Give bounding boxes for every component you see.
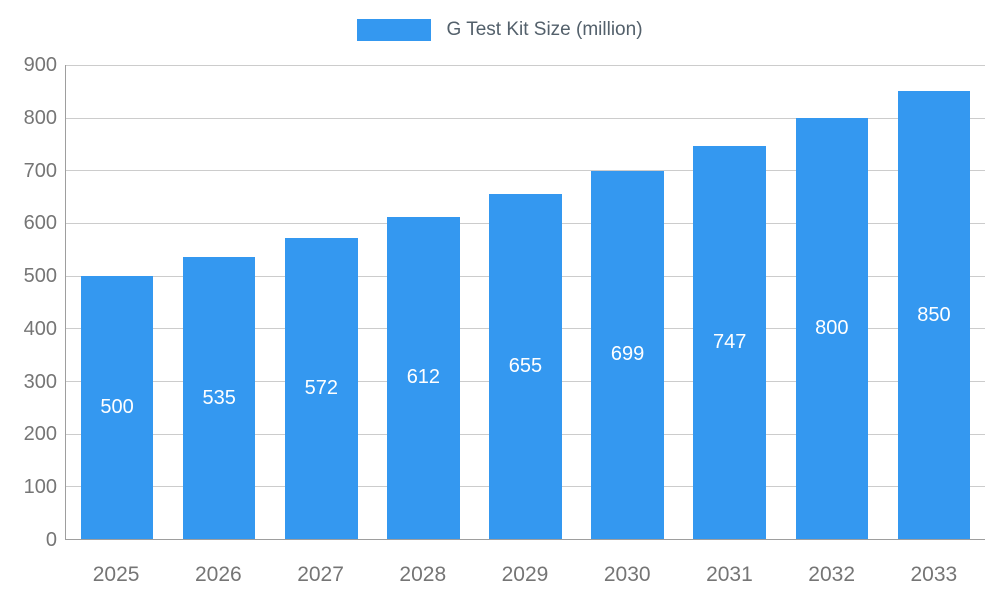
x-axis-tick-label: 2033 bbox=[910, 563, 958, 586]
x-axis-tick-label: 2028 bbox=[399, 563, 447, 586]
bar-value-label: 535 bbox=[202, 386, 236, 409]
x-axis-tick-label: 2027 bbox=[297, 563, 344, 586]
bar-2025[interactable]: 500 bbox=[80, 275, 154, 539]
bar-2031[interactable]: 747 bbox=[693, 145, 766, 539]
x-axis-tick-label: 2029 bbox=[501, 563, 549, 586]
bar-column: 572 bbox=[270, 65, 372, 539]
bar-column: 747 bbox=[679, 65, 781, 539]
y-axis-tick-label: 500 bbox=[23, 265, 57, 288]
x-axis-tick-label: 2025 bbox=[92, 563, 140, 586]
y-axis-tick-label: 600 bbox=[23, 212, 57, 235]
bar-column: 800 bbox=[781, 65, 883, 539]
bar-column: 612 bbox=[372, 65, 474, 539]
y-axis-tick-label: 300 bbox=[23, 370, 57, 393]
gridline bbox=[66, 117, 985, 119]
y-axis-tick-label: 900 bbox=[23, 54, 57, 76]
x-axis: 2025 2026 2027 2028 2029 2030 2031 2032 2033 bbox=[65, 562, 985, 588]
y-axis-tick-label: 100 bbox=[23, 476, 57, 499]
bar-2028[interactable]: 612 bbox=[387, 216, 460, 539]
bar-value-label: 655 bbox=[508, 355, 543, 378]
bar-2026[interactable]: 535 bbox=[182, 257, 256, 539]
bar-series: 500 535 572 612 655 699 747 800 850 bbox=[66, 65, 985, 539]
bar-column: 699 bbox=[577, 65, 679, 539]
y-axis: 0 100 200 300 400 500 600 700 800 900 bbox=[0, 54, 57, 551]
bar-column: 535 bbox=[168, 65, 270, 539]
bar-value-label: 699 bbox=[610, 343, 645, 366]
bar-column: 500 bbox=[66, 65, 168, 539]
y-axis-tick-label: 800 bbox=[23, 106, 57, 129]
legend-label: G Test Kit Size (million) bbox=[446, 19, 643, 40]
bar-value-label: 747 bbox=[713, 330, 747, 353]
bar-column: 850 bbox=[883, 65, 985, 539]
bar-2030[interactable]: 699 bbox=[591, 170, 664, 539]
bar-column: 655 bbox=[474, 65, 576, 539]
bar-2033[interactable]: 850 bbox=[897, 91, 971, 539]
bar-value-label: 800 bbox=[815, 316, 849, 339]
gridline bbox=[66, 65, 985, 66]
bar-2027[interactable]: 572 bbox=[285, 237, 358, 539]
x-axis-tick-label: 2026 bbox=[194, 563, 242, 586]
gridline bbox=[66, 170, 985, 172]
y-axis-tick-label: 0 bbox=[45, 529, 57, 551]
bar-2032[interactable]: 800 bbox=[795, 117, 869, 539]
bar-2029[interactable]: 655 bbox=[489, 194, 562, 539]
chart-legend: G Test Kit Size (million) bbox=[0, 19, 1000, 41]
legend-swatch bbox=[357, 19, 432, 41]
plot-area: 500 535 572 612 655 699 747 800 850 bbox=[65, 65, 985, 540]
bar-value-label: 850 bbox=[917, 303, 951, 326]
x-axis-tick-label: 2032 bbox=[808, 563, 855, 586]
y-axis-tick-label: 700 bbox=[23, 159, 57, 182]
x-axis-tick-label: 2031 bbox=[706, 563, 753, 586]
y-axis-tick-label: 200 bbox=[23, 423, 57, 446]
bar-value-label: 572 bbox=[304, 376, 338, 399]
x-axis-tick-label: 2030 bbox=[603, 563, 651, 586]
y-axis-tick-label: 400 bbox=[23, 317, 57, 340]
bar-value-label: 500 bbox=[100, 395, 134, 418]
bar-value-label: 612 bbox=[406, 366, 441, 389]
